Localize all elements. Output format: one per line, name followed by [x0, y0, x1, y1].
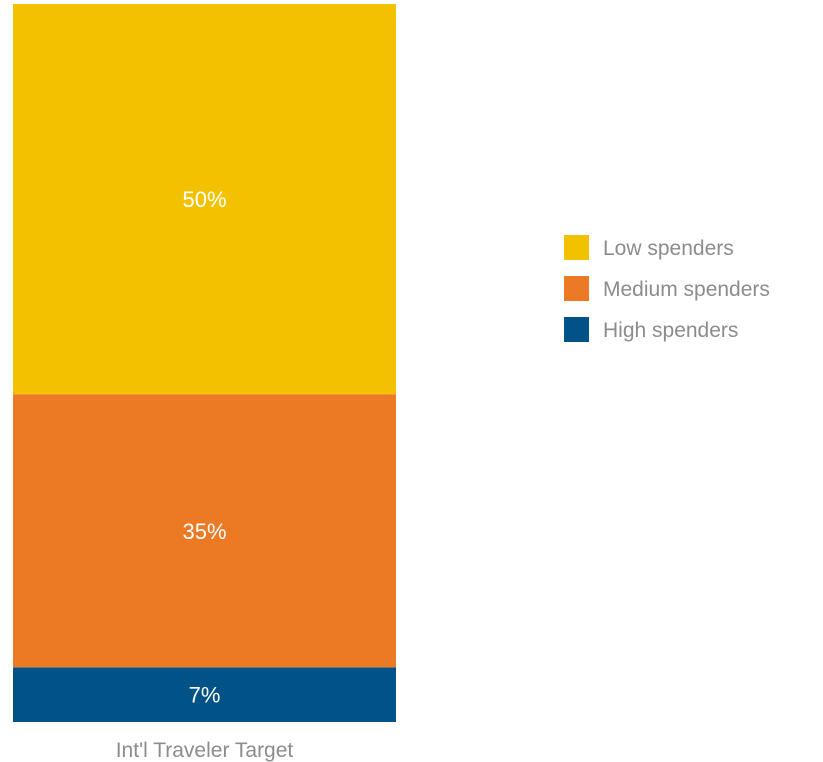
bar-segment-high-spenders: [13, 667, 396, 722]
legend: Low spenders Medium spenders High spenders: [564, 235, 770, 342]
legend-label-high-spenders: High spenders: [603, 319, 738, 342]
category-label: Int'l Traveler Target: [116, 739, 294, 762]
bar-segment-low-spenders: [13, 4, 396, 395]
legend-label-medium-spenders: Medium spenders: [603, 278, 770, 301]
data-label-high-spenders: 7%: [189, 683, 221, 708]
legend-label-low-spenders: Low spenders: [603, 237, 734, 260]
bar-segment-medium-spenders: [13, 394, 396, 668]
legend-swatch-low-spenders: [564, 235, 589, 260]
data-label-medium-spenders: 35%: [182, 519, 226, 544]
legend-swatch-high-spenders: [564, 317, 589, 342]
legend-swatch-medium-spenders: [564, 276, 589, 301]
data-label-low-spenders: 50%: [182, 187, 226, 212]
